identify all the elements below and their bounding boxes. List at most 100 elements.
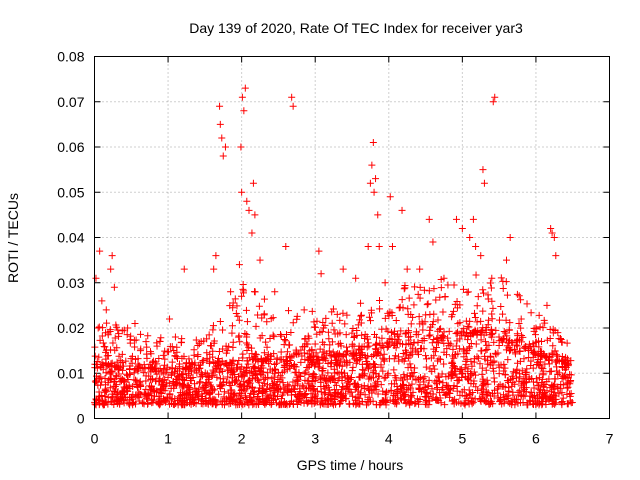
data-point bbox=[489, 390, 497, 398]
data-point bbox=[390, 341, 398, 349]
data-point bbox=[478, 393, 486, 401]
data-point bbox=[227, 394, 235, 402]
data-point bbox=[126, 339, 134, 347]
data-point bbox=[349, 363, 357, 371]
data-point bbox=[500, 335, 508, 343]
data-point-outlier bbox=[94, 324, 102, 332]
data-point bbox=[444, 281, 452, 289]
data-point bbox=[393, 388, 401, 396]
data-point bbox=[539, 324, 547, 332]
data-point bbox=[266, 384, 274, 392]
y-tick-label: 0 bbox=[77, 411, 85, 427]
data-point bbox=[376, 296, 384, 304]
data-point bbox=[352, 350, 360, 358]
data-point bbox=[111, 334, 119, 342]
data-point bbox=[203, 335, 211, 343]
data-point bbox=[422, 363, 430, 371]
data-point bbox=[361, 391, 369, 399]
data-point bbox=[455, 398, 463, 406]
data-point bbox=[326, 386, 334, 394]
data-point bbox=[435, 373, 443, 381]
data-point bbox=[328, 399, 336, 407]
data-point bbox=[216, 366, 224, 374]
data-point bbox=[449, 362, 457, 370]
data-point bbox=[378, 342, 386, 350]
data-point bbox=[195, 379, 203, 387]
data-point bbox=[108, 359, 116, 367]
data-point bbox=[245, 343, 253, 351]
data-point bbox=[372, 370, 380, 378]
data-point-outlier bbox=[368, 161, 376, 169]
data-point bbox=[360, 384, 368, 392]
data-point bbox=[554, 384, 562, 392]
data-point bbox=[324, 328, 332, 336]
data-point bbox=[93, 364, 101, 372]
data-point-outlier bbox=[552, 252, 560, 260]
data-point bbox=[202, 389, 210, 397]
data-point bbox=[436, 355, 444, 363]
data-point bbox=[189, 374, 197, 382]
data-point bbox=[242, 306, 250, 314]
data-point bbox=[523, 401, 531, 409]
data-point bbox=[384, 369, 392, 377]
data-point bbox=[337, 397, 345, 405]
data-point bbox=[254, 311, 262, 319]
data-point bbox=[279, 379, 287, 387]
data-point bbox=[442, 373, 450, 381]
data-point bbox=[251, 363, 259, 371]
data-point-outlier bbox=[333, 310, 341, 318]
data-point bbox=[316, 359, 324, 367]
data-point bbox=[224, 373, 232, 381]
data-point bbox=[310, 371, 318, 379]
data-point-outlier bbox=[452, 215, 460, 223]
data-point bbox=[216, 317, 224, 325]
data-point bbox=[235, 316, 243, 324]
data-point bbox=[110, 401, 118, 409]
data-point bbox=[354, 321, 362, 329]
data-point bbox=[398, 296, 406, 304]
data-point bbox=[507, 397, 515, 405]
data-point bbox=[486, 279, 494, 287]
data-point bbox=[252, 322, 260, 330]
data-point bbox=[277, 348, 285, 356]
data-point bbox=[480, 289, 488, 297]
data-point bbox=[161, 376, 169, 384]
data-point bbox=[179, 401, 187, 409]
data-point bbox=[470, 377, 478, 385]
data-point bbox=[416, 320, 424, 328]
data-point bbox=[358, 366, 366, 374]
data-point bbox=[349, 324, 357, 332]
data-point bbox=[270, 396, 278, 404]
data-point-outlier bbox=[466, 234, 474, 241]
data-point-outlier bbox=[241, 84, 249, 92]
data-point bbox=[488, 331, 496, 339]
data-point bbox=[101, 388, 109, 396]
data-point bbox=[339, 352, 347, 360]
data-point-outlier bbox=[416, 265, 424, 273]
data-point bbox=[548, 381, 556, 389]
data-point bbox=[415, 313, 423, 321]
data-point-outlier bbox=[102, 306, 110, 314]
data-point bbox=[530, 342, 538, 350]
y-tick-label: 0.04 bbox=[57, 230, 84, 246]
data-point bbox=[374, 349, 382, 357]
data-point bbox=[354, 387, 362, 395]
data-point bbox=[379, 354, 387, 362]
data-point bbox=[102, 329, 110, 337]
data-point bbox=[430, 285, 438, 293]
data-point bbox=[251, 375, 259, 383]
data-point bbox=[539, 369, 547, 377]
data-point bbox=[460, 386, 468, 394]
data-point-outlier bbox=[339, 265, 347, 273]
data-point bbox=[538, 379, 546, 387]
data-point bbox=[286, 341, 294, 349]
data-point bbox=[228, 329, 236, 337]
data-point bbox=[241, 393, 249, 401]
data-point bbox=[440, 360, 448, 368]
data-point bbox=[448, 358, 456, 366]
data-point bbox=[482, 391, 490, 399]
data-point bbox=[380, 343, 388, 351]
data-point bbox=[187, 368, 195, 376]
data-point bbox=[100, 343, 108, 351]
data-point bbox=[392, 317, 400, 325]
